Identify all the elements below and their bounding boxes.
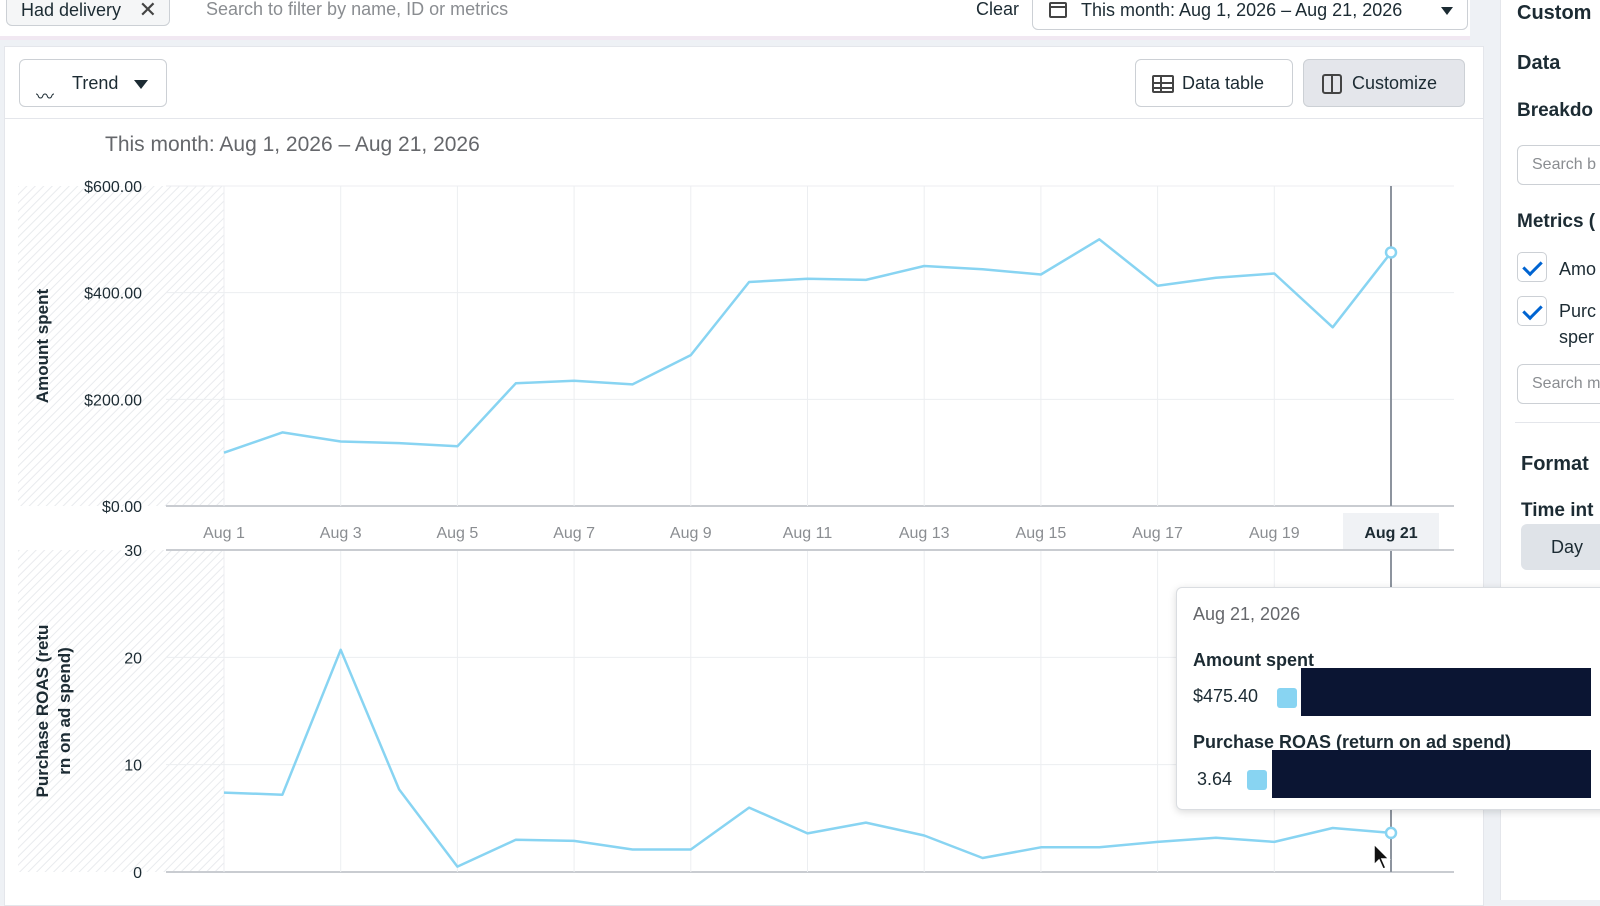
series-line-purchase-roas: [223, 648, 1392, 868]
date-range-picker[interactable]: This month: Aug 1, 2026 – Aug 21, 2026: [1032, 0, 1468, 30]
sidebar-title: Custom: [1517, 2, 1592, 24]
series-swatch: [1247, 770, 1267, 790]
series-swatch: [1277, 688, 1297, 708]
filter-bar: Had delivery ✕ Search to filter by name,…: [0, 0, 1470, 40]
sidebar-metrics-heading: Metrics (: [1517, 211, 1596, 232]
sidebar-format-heading: Format: [1521, 453, 1589, 475]
redacted-block: [1301, 668, 1591, 716]
x-tick-label: Aug 17: [1132, 525, 1183, 542]
highlight-point: [1384, 246, 1398, 259]
clear-button[interactable]: Clear: [976, 0, 1020, 19]
y-axis-label: rn on ad spend): [55, 647, 74, 775]
x-tick-label: Aug 1: [203, 525, 245, 542]
trend-charts: $0.00 $200.00 $400.00 $600.00 Amount spent 0 1…: [18, 179, 1454, 882]
divider: [1515, 422, 1600, 423]
y-axis-label: Amount spent: [33, 289, 52, 404]
customize-button[interactable]: Customize: [1303, 59, 1465, 107]
tooltip-date: Aug 21, 2026: [1193, 604, 1301, 624]
y-tick-label: 30: [124, 543, 142, 560]
chart-period-title: This month: Aug 1, 2026 – Aug 21, 2026: [105, 133, 480, 156]
tooltip-metric1-name: Amount spent: [1193, 650, 1314, 670]
metrics-search-input[interactable]: Search m: [1517, 364, 1600, 404]
hatched-area: [18, 186, 224, 506]
trend-dropdown[interactable]: 〰 Trend: [19, 59, 167, 107]
caret-down-icon: [134, 80, 148, 89]
trend-icon: 〰: [36, 87, 54, 107]
sidebar-data-heading: Data: [1517, 52, 1561, 74]
y-tick-label: 0: [133, 865, 142, 882]
tooltip-metric2-value: 3.64: [1197, 769, 1233, 789]
filter-chip-label: Had delivery: [21, 0, 122, 20]
metric-checkbox-purchase-roas[interactable]: [1517, 296, 1547, 326]
y-tick-label: $0.00: [102, 499, 142, 516]
y-tick-label: 20: [124, 650, 142, 667]
metric-label-purchase-roas-line2: sper: [1559, 327, 1595, 347]
x-tick-label: Aug 21: [1364, 525, 1417, 542]
filter-search-input[interactable]: Search to filter by name, ID or metrics: [206, 0, 509, 19]
y-tick-label: $200.00: [84, 392, 142, 409]
tooltip-metric1-value: $475.40: [1193, 686, 1259, 706]
tooltip-metric2-name: Purchase ROAS (return on ad spend): [1193, 732, 1512, 752]
y-axis-label: Purchase ROAS (retu: [33, 625, 52, 798]
y-tick-label: 10: [124, 758, 142, 775]
x-tick-label: Aug 5: [436, 525, 478, 542]
metric-checkbox-amount-spent[interactable]: [1517, 252, 1547, 282]
sidebar-time-interval-heading: Time int: [1521, 500, 1594, 521]
data-table-label: Data table: [1182, 73, 1265, 93]
filter-chip-had-delivery[interactable]: Had delivery ✕: [6, 0, 171, 26]
close-icon[interactable]: ✕: [138, 0, 158, 22]
hatched-area: [18, 550, 224, 872]
trend-label: Trend: [72, 73, 119, 93]
breakdown-search-input[interactable]: Search b: [1517, 145, 1600, 185]
columns-icon: [1322, 74, 1342, 94]
chart-tooltip: Aug 21, 2026 Amount spent $475.40 Purcha…: [1176, 587, 1600, 810]
chart-toolbar: 〰 Trend Data table Customize: [5, 47, 1483, 119]
x-tick-label: Aug 15: [1016, 525, 1067, 542]
redacted-block: [1272, 750, 1591, 798]
x-tick-label: Aug 13: [899, 525, 950, 542]
x-tick-label: Aug 7: [553, 525, 595, 542]
calendar-icon: [1049, 2, 1067, 18]
sidebar-breakdown-heading: Breakdo: [1517, 100, 1594, 121]
x-tick-label: Aug 11: [783, 525, 833, 542]
x-tick-highlight-bg: [1343, 513, 1439, 551]
x-tick-label: Aug 19: [1249, 525, 1300, 542]
y-tick-label: $400.00: [84, 286, 142, 303]
data-table-button[interactable]: Data table: [1135, 59, 1293, 107]
time-interval-day-button[interactable]: Day: [1521, 524, 1600, 570]
x-tick-label: Aug 9: [670, 525, 712, 542]
date-range-label: This month: Aug 1, 2026 – Aug 21, 2026: [1081, 0, 1403, 20]
customize-label: Customize: [1352, 73, 1438, 93]
caret-down-icon: [1441, 7, 1453, 15]
metric-label-purchase-roas: Purc: [1559, 301, 1597, 321]
highlight-point: [1384, 826, 1398, 840]
y-tick-label: $600.00: [84, 179, 142, 196]
x-tick-label: Aug 3: [320, 525, 362, 542]
table-icon: [1152, 75, 1174, 93]
series-line-amount-spent: [223, 238, 1392, 454]
metric-label-amount-spent: Amo: [1559, 259, 1597, 279]
